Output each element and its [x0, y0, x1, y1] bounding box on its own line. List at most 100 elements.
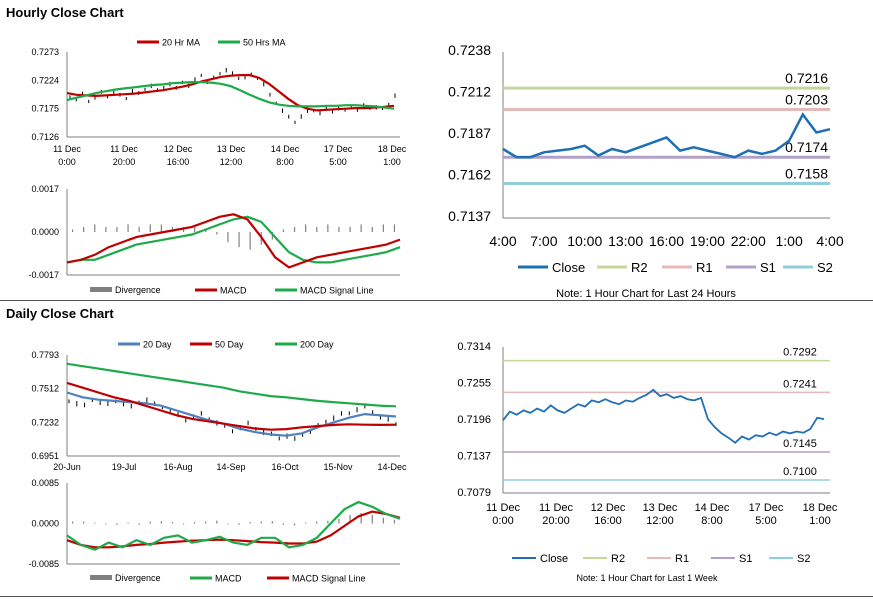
daily-price-x-tick: 14-Sep [216, 462, 245, 472]
daily-price-x-tick: 14-Dec [377, 462, 407, 472]
hourly-macd-legend-label: MACD [220, 286, 247, 296]
hourly-price-x-tick: 14 Dec [271, 144, 300, 154]
daily-ma200-legend-label: 200 Day [300, 340, 334, 350]
hourly-price-y-tick: 0.7273 [31, 47, 59, 57]
hourly-macd-line [66, 213, 401, 269]
daily-pivot-x-tick: 8:00 [701, 515, 722, 527]
hourly-price-y-tick: 0.7224 [31, 75, 59, 85]
daily-signal-legend-label: MACD Signal Line [292, 574, 366, 584]
hourly-pivot-x-tick: 10:00 [567, 233, 602, 249]
daily-macd-legend-label: MACD [215, 574, 242, 584]
hourly-pivot-s1-label: 0.7174 [785, 139, 828, 155]
daily-pivot-r1-label: 0.7241 [783, 378, 817, 390]
daily-price-y-tick: 0.7512 [31, 384, 59, 394]
hourly-pivot-x-tick: 7:00 [530, 233, 557, 249]
daily-price-y-tick: 0.7793 [31, 350, 59, 360]
hourly-pivot-legend-label: R2 [631, 260, 648, 275]
daily-pivot-y-tick: 0.7196 [457, 414, 491, 426]
section-divider [0, 300, 873, 301]
hourly-pivot-x-tick: 16:00 [649, 233, 684, 249]
hourly-price-x-tick: 0:00 [58, 157, 76, 167]
hourly-pivot-legend-label: Close [552, 260, 585, 275]
hourly-pivot-x-tick: 4:00 [489, 233, 516, 249]
daily-macd-y-tick: 0.0000 [31, 519, 59, 529]
hourly-price-x-tick: 11 Dec [53, 144, 81, 154]
hourly-price-ma50-line [66, 80, 395, 110]
daily-macd-line [66, 500, 401, 551]
daily-pivot-s1-label: 0.7145 [783, 438, 817, 450]
daily-price-y-tick: 0.7232 [31, 417, 59, 427]
daily-macd-y-tick: 0.0085 [31, 478, 59, 488]
hourly-pivot-legend-label: R1 [696, 260, 713, 275]
daily-pivot-x-tick: 18 Dec [803, 502, 838, 514]
hourly-ma20-legend-label: 20 Hr MA [162, 38, 200, 48]
daily-pivot-close-line [502, 388, 825, 444]
hourly-pivot-x-tick: 19:00 [690, 233, 725, 249]
hourly-price-x-tick: 8:00 [276, 157, 294, 167]
hourly-pivot-x-tick: 4:00 [816, 233, 843, 249]
hourly-pivot-legend-label: S2 [817, 260, 833, 275]
hourly-pivot-r2-label: 0.7216 [785, 70, 828, 86]
daily-pivot-r2-label: 0.7292 [783, 347, 817, 359]
daily-pivot-x-tick: 13 Dec [643, 502, 678, 514]
hourly-divergence-legend-swatch [90, 287, 112, 292]
daily-pivot-x-tick: 16:00 [594, 515, 622, 527]
hourly-pivot-y-tick: 0.7137 [448, 208, 491, 224]
hourly-price-x-tick: 16:00 [167, 157, 190, 167]
daily-pivot-y-tick: 0.7314 [457, 341, 491, 353]
daily-pivot-x-tick: 0:00 [492, 515, 513, 527]
daily-pivot-x-tick: 14 Dec [695, 502, 730, 514]
hourly-signal-legend-label: MACD Signal Line [300, 286, 374, 296]
daily-price-ma200-line [66, 362, 397, 408]
daily-pivot-x-tick: 12 Dec [591, 502, 626, 514]
daily-pivot-y-tick: 0.7255 [457, 378, 491, 390]
hourly-price-y-tick: 0.7175 [31, 104, 59, 114]
daily-pivot-y-tick: 0.7079 [457, 487, 491, 499]
daily-pivot-x-tick: 20:00 [542, 515, 570, 527]
hourly-pivot-y-tick: 0.7187 [448, 125, 491, 141]
hourly-price-x-tick: 12:00 [220, 157, 243, 167]
daily-macd-y-tick: -0.0085 [28, 559, 59, 569]
hourly-price-x-tick: 1:00 [383, 157, 401, 167]
daily-price-x-tick: 19-Jul [112, 462, 137, 472]
daily-pivot-note: Note: 1 Hour Chart for Last 1 Week [577, 573, 718, 583]
hourly-price-x-tick: 20:00 [113, 157, 136, 167]
daily-ma20-legend-label: 20 Day [143, 340, 172, 350]
daily-pivot-x-tick: 11 Dec [539, 502, 574, 514]
daily-ma50-legend-label: 50 Day [215, 340, 244, 350]
daily-pivot-legend-label: S2 [797, 553, 810, 565]
hourly-price-x-tick: 5:00 [329, 157, 347, 167]
daily-price-x-tick: 16-Aug [163, 462, 192, 472]
bottom-divider [0, 596, 873, 597]
daily-pivot-s2-label: 0.7100 [783, 466, 817, 478]
hourly-divergence-legend-label: Divergence [115, 285, 161, 295]
daily-pivot-x-tick: 1:00 [809, 515, 830, 527]
daily-pivot-legend-label: R1 [675, 553, 689, 565]
daily-price-x-tick: 15-Nov [323, 462, 353, 472]
daily-price-x-tick: 20-Jun [53, 462, 81, 472]
daily-pivot-legend-label: R2 [611, 553, 625, 565]
daily-price-ma50-line [66, 381, 397, 431]
hourly-price-ma20-line [66, 73, 395, 112]
hourly-macd-y-tick: 0.0017 [31, 184, 59, 194]
hourly-price-x-tick: 11 Dec [110, 144, 138, 154]
daily-section-title: Daily Close Chart [6, 306, 114, 321]
hourly-pivot-y-tick: 0.7162 [448, 167, 491, 183]
hourly-macd-y-tick: 0.0000 [31, 227, 59, 237]
daily-price-x-tick: 16-Oct [271, 462, 299, 472]
hourly-ma50-legend-label: 50 Hrs MA [243, 38, 286, 48]
hourly-pivot-x-tick: 22:00 [731, 233, 766, 249]
hourly-price-x-tick: 13 Dec [217, 144, 246, 154]
daily-pivot-y-tick: 0.7137 [457, 451, 491, 463]
hourly-section-title: Hourly Close Chart [6, 5, 124, 20]
daily-pivot-x-tick: 12:00 [646, 515, 674, 527]
hourly-price-x-tick: 18 Dec [378, 144, 407, 154]
daily-pivot-legend-label: S1 [739, 553, 752, 565]
daily-pivot-x-tick: 17 Dec [749, 502, 784, 514]
daily-pivot-legend-label: Close [540, 553, 568, 565]
hourly-price-x-tick: 17 Dec [324, 144, 353, 154]
daily-pivot-x-tick: 5:00 [755, 515, 776, 527]
hourly-pivot-x-tick: 1:00 [776, 233, 803, 249]
hourly-price-x-tick: 12 Dec [164, 144, 193, 154]
